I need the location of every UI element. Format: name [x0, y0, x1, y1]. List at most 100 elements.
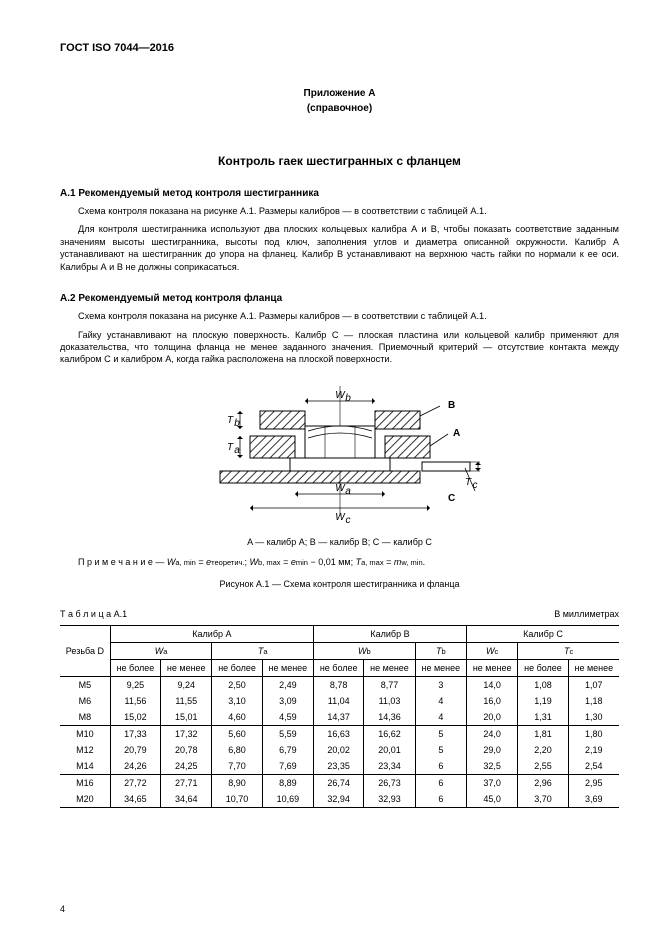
table-cell: 1,08: [518, 676, 568, 693]
table-cell: не менее: [262, 659, 313, 676]
table-cell: 14,0: [466, 676, 517, 693]
table-cell: 27,72: [110, 774, 160, 791]
group-header: Калибр С: [466, 625, 619, 642]
table-cell: 11,56: [110, 693, 160, 709]
table-cell: 4,59: [262, 709, 313, 726]
table-cell: 1,19: [518, 693, 568, 709]
table-cell: 26,74: [314, 774, 364, 791]
param-header: Ta: [212, 642, 314, 659]
table-cell: 6,79: [262, 742, 313, 758]
figure-note: П р и м е ч а н и е — Wa, min = eтеорети…: [60, 557, 619, 567]
group-header: Калибр В: [314, 625, 467, 642]
table-cell: не менее: [364, 659, 415, 676]
table-cell: 2,19: [568, 742, 619, 758]
group-header: Калибр А: [110, 625, 313, 642]
table-cell: 14,37: [314, 709, 364, 726]
table-cell: 20,79: [110, 742, 160, 758]
appendix-label: Приложение А: [60, 88, 619, 99]
table-cell: 23,34: [364, 758, 415, 775]
svg-text:a: a: [345, 486, 351, 497]
svg-text:C: C: [448, 493, 455, 504]
table-cell: 10,70: [212, 791, 262, 808]
table-cell: 11,55: [161, 693, 212, 709]
table-cell: М12: [60, 742, 110, 758]
table-cell: 8,78: [314, 676, 364, 693]
section-a1-heading: А.1 Рекомендуемый метод контроля шестигр…: [60, 188, 619, 199]
svg-text:T: T: [226, 415, 233, 426]
table-cell: 2,95: [568, 774, 619, 791]
table-cell: 24,26: [110, 758, 160, 775]
table-cell: 29,0: [466, 742, 517, 758]
table-label: Т а б л и ц а А.1: [60, 609, 127, 619]
table-cell: 4: [415, 693, 466, 709]
table-cell: не менее: [161, 659, 212, 676]
table-cell: 17,33: [110, 725, 160, 742]
table-cell: 11,04: [314, 693, 364, 709]
table-cell: М5: [60, 676, 110, 693]
table-cell: 1,30: [568, 709, 619, 726]
table-cell: 8,89: [262, 774, 313, 791]
svg-text:b: b: [234, 418, 240, 429]
thread-header: Резьба D: [60, 625, 110, 676]
table-cell: не более: [518, 659, 568, 676]
table-cell: не менее: [415, 659, 466, 676]
table-cell: 15,02: [110, 709, 160, 726]
table-cell: 7,70: [212, 758, 262, 775]
svg-text:A: A: [453, 428, 460, 439]
table-cell: 4: [415, 709, 466, 726]
table-cell: 2,50: [212, 676, 262, 693]
table-cell: 6: [415, 758, 466, 775]
table-cell: 45,0: [466, 791, 517, 808]
table-cell: 1,18: [568, 693, 619, 709]
table-cell: 6: [415, 774, 466, 791]
table-cell: 24,0: [466, 725, 517, 742]
table-cell: не более: [212, 659, 262, 676]
table-cell: 8,90: [212, 774, 262, 791]
table-cell: не более: [110, 659, 160, 676]
table-cell: 3,69: [568, 791, 619, 808]
table-cell: не менее: [466, 659, 517, 676]
section-a2-heading: А.2 Рекомендуемый метод контроля фланца: [60, 293, 619, 304]
table-cell: 5: [415, 725, 466, 742]
table-cell: 2,54: [568, 758, 619, 775]
table-cell: 23,35: [314, 758, 364, 775]
table-cell: не менее: [568, 659, 619, 676]
table-cell: М14: [60, 758, 110, 775]
param-header: Tb: [415, 642, 466, 659]
table-cell: 2,96: [518, 774, 568, 791]
table-cell: 5: [415, 742, 466, 758]
table-cell: 1,81: [518, 725, 568, 742]
page-number: 4: [60, 904, 65, 914]
table-cell: 1,80: [568, 725, 619, 742]
table-cell: 27,71: [161, 774, 212, 791]
table-cell: 3,70: [518, 791, 568, 808]
table-cell: 3: [415, 676, 466, 693]
document-code: ГОСТ ISO 7044—2016: [60, 42, 619, 54]
table-cell: 6,80: [212, 742, 262, 758]
figure-a1: WbWaWcTbTaTcBAC: [60, 376, 619, 531]
table-cell: 4,60: [212, 709, 262, 726]
table-cell: 24,25: [161, 758, 212, 775]
table-cell: 32,94: [314, 791, 364, 808]
section-a2-p1: Схема контроля показана на рисунке А.1. …: [60, 310, 619, 322]
table-cell: М8: [60, 709, 110, 726]
table-cell: 32,93: [364, 791, 415, 808]
table-cell: 32,5: [466, 758, 517, 775]
table-cell: М16: [60, 774, 110, 791]
table-cell: 9,24: [161, 676, 212, 693]
svg-text:c: c: [472, 480, 477, 491]
table-label-row: Т а б л и ц а А.1 В миллиметрах: [60, 609, 619, 619]
table-cell: 6: [415, 791, 466, 808]
table-cell: М10: [60, 725, 110, 742]
table-cell: 2,55: [518, 758, 568, 775]
table-cell: не более: [314, 659, 364, 676]
section-a1-p1: Схема контроля показана на рисунке А.1. …: [60, 205, 619, 217]
table-cell: 20,0: [466, 709, 517, 726]
appendix-note: (справочное): [60, 103, 619, 114]
table-cell: 3,09: [262, 693, 313, 709]
table-cell: 17,32: [161, 725, 212, 742]
table-cell: 1,31: [518, 709, 568, 726]
table-cell: 15,01: [161, 709, 212, 726]
table-cell: 9,25: [110, 676, 160, 693]
param-header: Tc: [518, 642, 619, 659]
